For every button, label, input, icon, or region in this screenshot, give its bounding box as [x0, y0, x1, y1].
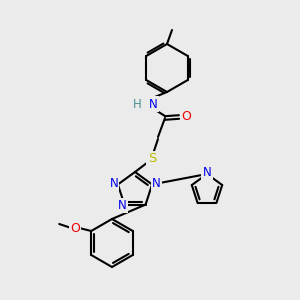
- Text: O: O: [181, 110, 191, 124]
- Text: O: O: [70, 221, 80, 235]
- Text: N: N: [149, 98, 158, 110]
- Text: N: N: [202, 167, 211, 179]
- Text: S: S: [148, 152, 156, 166]
- Text: N: N: [118, 199, 127, 212]
- Text: N: N: [152, 177, 161, 190]
- Text: H: H: [133, 98, 142, 110]
- Text: N: N: [110, 177, 118, 190]
